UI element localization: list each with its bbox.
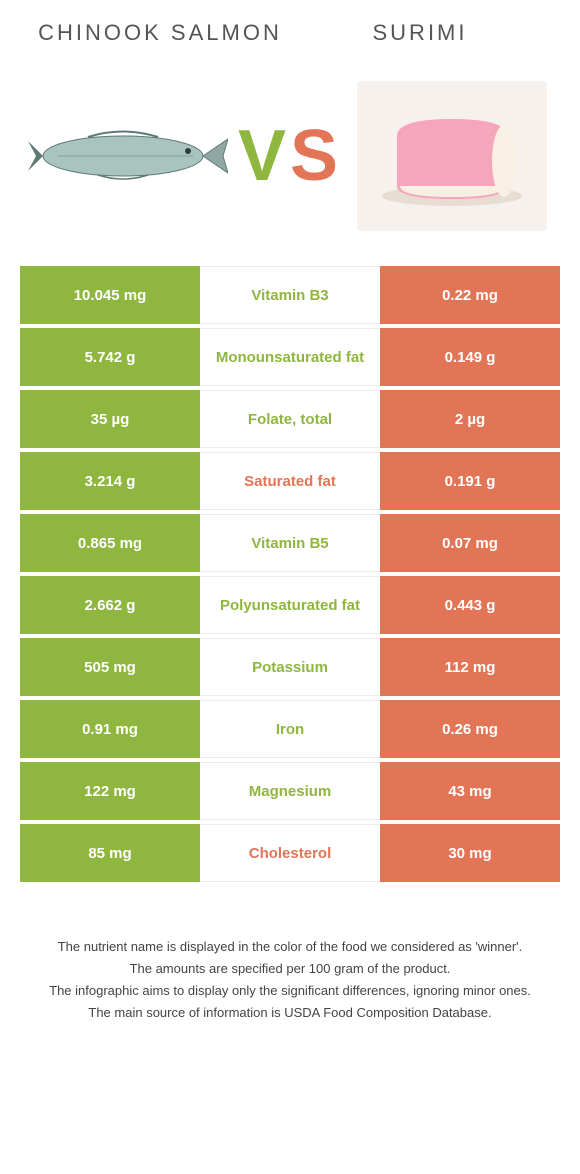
vs-label: VS	[236, 115, 344, 197]
right-value-cell: 43 mg	[380, 762, 560, 820]
table-row: 35 µgFolate, total2 µg	[20, 390, 560, 448]
nutrient-label-cell: Saturated fat	[200, 452, 380, 510]
footer-notes: The nutrient name is displayed in the co…	[0, 886, 580, 1044]
surimi-image	[344, 86, 560, 226]
right-value-cell: 0.149 g	[380, 328, 560, 386]
nutrient-label-cell: Potassium	[200, 638, 380, 696]
table-row: 5.742 gMonounsaturated fat0.149 g	[20, 328, 560, 386]
vs-letter-v: V	[238, 116, 290, 196]
left-value-cell: 122 mg	[20, 762, 200, 820]
fish-icon	[28, 121, 228, 191]
nutrient-label-cell: Magnesium	[200, 762, 380, 820]
surimi-icon	[372, 101, 532, 211]
nutrient-label-cell: Polyunsaturated fat	[200, 576, 380, 634]
vs-letter-s: S	[290, 116, 342, 196]
right-value-cell: 30 mg	[380, 824, 560, 882]
footer-line-2: The amounts are specified per 100 gram o…	[40, 958, 540, 980]
footer-line-4: The main source of information is USDA F…	[40, 1002, 540, 1024]
left-value-cell: 505 mg	[20, 638, 200, 696]
table-row: 505 mgPotassium112 mg	[20, 638, 560, 696]
right-value-cell: 2 µg	[380, 390, 560, 448]
table-row: 0.91 mgIron0.26 mg	[20, 700, 560, 758]
left-value-cell: 35 µg	[20, 390, 200, 448]
left-value-cell: 2.662 g	[20, 576, 200, 634]
table-row: 2.662 gPolyunsaturated fat0.443 g	[20, 576, 560, 634]
left-value-cell: 0.865 mg	[20, 514, 200, 572]
left-food-title: Chinook salmon	[30, 20, 290, 46]
nutrient-table: 10.045 mgVitamin B30.22 mg5.742 gMonouns…	[0, 266, 580, 882]
left-value-cell: 5.742 g	[20, 328, 200, 386]
footer-line-1: The nutrient name is displayed in the co…	[40, 936, 540, 958]
nutrient-label-cell: Vitamin B5	[200, 514, 380, 572]
nutrient-label-cell: Cholesterol	[200, 824, 380, 882]
left-value-cell: 10.045 mg	[20, 266, 200, 324]
right-value-cell: 0.22 mg	[380, 266, 560, 324]
header-row: Chinook salmon Surimi	[0, 0, 580, 56]
table-row: 122 mgMagnesium43 mg	[20, 762, 560, 820]
right-value-cell: 0.191 g	[380, 452, 560, 510]
right-value-cell: 0.07 mg	[380, 514, 560, 572]
nutrient-label-cell: Monounsaturated fat	[200, 328, 380, 386]
right-food-title: Surimi	[290, 20, 550, 46]
left-value-cell: 0.91 mg	[20, 700, 200, 758]
left-value-cell: 85 mg	[20, 824, 200, 882]
left-value-cell: 3.214 g	[20, 452, 200, 510]
right-value-cell: 112 mg	[380, 638, 560, 696]
right-value-cell: 0.443 g	[380, 576, 560, 634]
table-row: 10.045 mgVitamin B30.22 mg	[20, 266, 560, 324]
right-value-cell: 0.26 mg	[380, 700, 560, 758]
nutrient-label-cell: Vitamin B3	[200, 266, 380, 324]
nutrient-label-cell: Iron	[200, 700, 380, 758]
vs-row: VS	[0, 56, 580, 266]
table-row: 0.865 mgVitamin B50.07 mg	[20, 514, 560, 572]
salmon-image	[20, 86, 236, 226]
table-row: 3.214 gSaturated fat0.191 g	[20, 452, 560, 510]
footer-line-3: The infographic aims to display only the…	[40, 980, 540, 1002]
table-row: 85 mgCholesterol30 mg	[20, 824, 560, 882]
nutrient-label-cell: Folate, total	[200, 390, 380, 448]
